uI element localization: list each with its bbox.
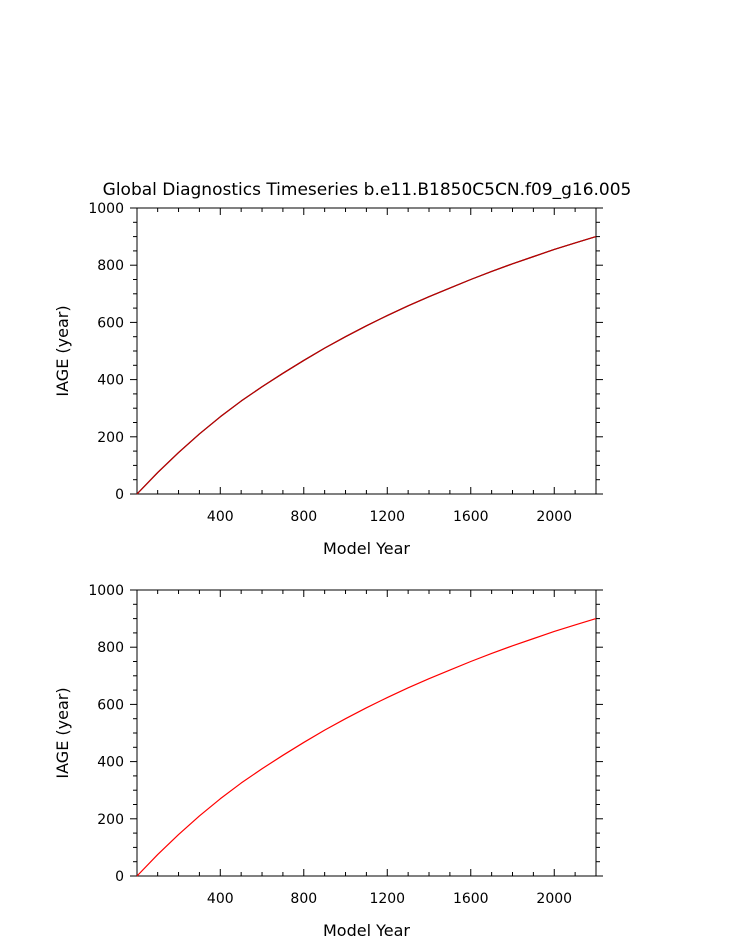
series-lines: [136, 236, 597, 495]
plot-frame: [136, 589, 597, 877]
y-tick-labels: 0 200 400 600 800 1000: [88, 201, 124, 503]
y-tick-label: 800: [97, 258, 124, 274]
y-tick-label: 400: [97, 373, 124, 389]
y-tick-labels: 0 200 400 600 800 1000: [88, 583, 124, 885]
y-tick-label: 0: [115, 487, 124, 503]
x-tick-label: 2000: [536, 509, 572, 525]
x-tick-label: 1600: [453, 891, 489, 907]
tick-marks: [130, 589, 603, 877]
x-axis-label: Model Year: [323, 921, 410, 940]
y-tick-label: 1000: [88, 201, 124, 217]
chart-title: Global Diagnostics Timeseries b.e11.B185…: [103, 180, 632, 200]
y-axis-label: IAGE (year): [53, 305, 72, 396]
y-tick-label: 400: [97, 755, 124, 771]
x-tick-label: 1200: [369, 509, 405, 525]
y-tick-label: 600: [97, 697, 124, 713]
tick-marks: [130, 207, 603, 495]
y-tick-label: 800: [97, 640, 124, 656]
x-tick-label: 400: [207, 891, 234, 907]
y-axis-label: IAGE (year): [53, 687, 72, 778]
series-line-0: [136, 236, 597, 495]
x-axis-label: Model Year: [323, 539, 410, 558]
bottom-panel: 400 800 1200 1600 2000 0 200 400 600 800 1000 Mod…: [53, 583, 603, 940]
y-tick-label: 200: [97, 430, 124, 446]
x-tick-label: 1600: [453, 509, 489, 525]
series-line-1: [136, 236, 597, 495]
x-tick-label: 400: [207, 509, 234, 525]
x-tick-label: 1200: [369, 891, 405, 907]
top-panel: 400 800 1200 1600 2000 0 200 400 600 800 1000 Mod…: [53, 201, 603, 558]
y-tick-label: 1000: [88, 583, 124, 599]
x-tick-labels: 400 800 1200 1600 2000: [207, 509, 572, 525]
x-tick-label: 800: [290, 891, 317, 907]
y-tick-label: 0: [115, 869, 124, 885]
y-tick-label: 200: [97, 812, 124, 828]
x-tick-label: 800: [290, 509, 317, 525]
series-line-0: [136, 618, 597, 877]
x-tick-labels: 400 800 1200 1600 2000: [207, 891, 572, 907]
y-tick-label: 600: [97, 315, 124, 331]
x-tick-label: 2000: [536, 891, 572, 907]
series-lines: [136, 618, 597, 877]
plot-frame: [136, 207, 597, 495]
